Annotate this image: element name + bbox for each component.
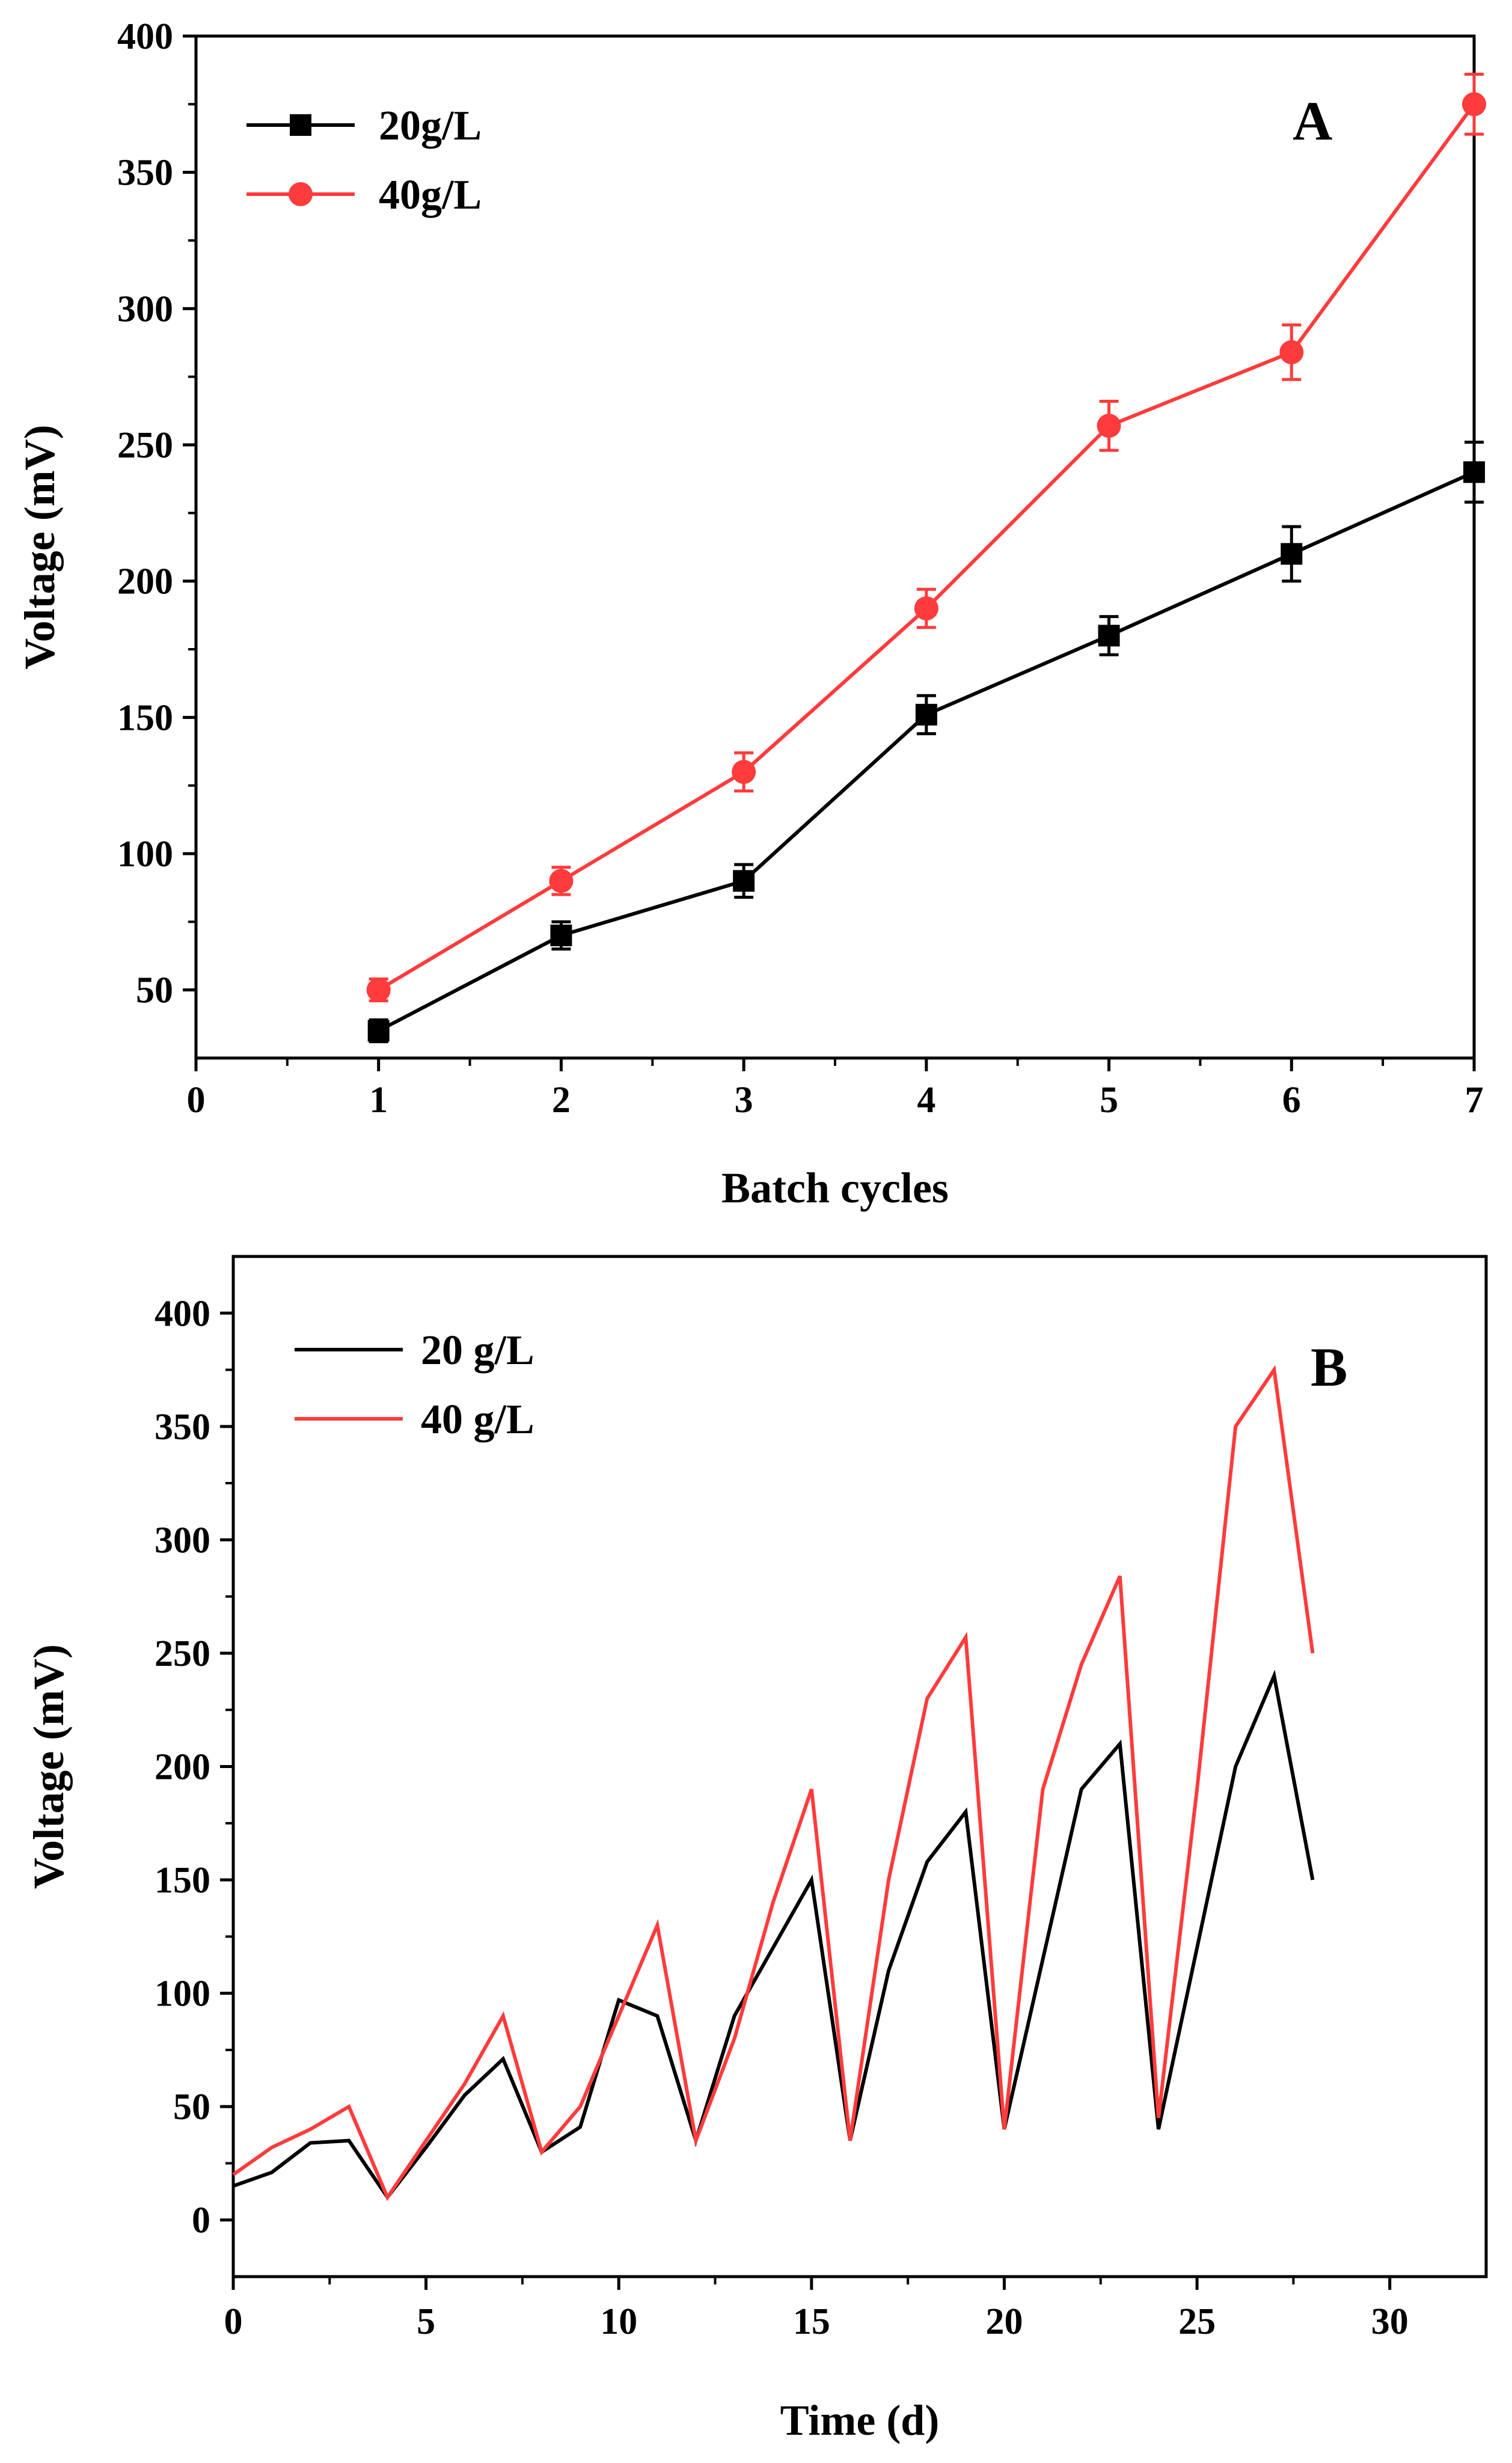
series-line-0 [233,1669,1315,2201]
y-tick-label: 50 [173,2087,210,2128]
panel-label: A [1293,90,1332,151]
x-tick-label: 0 [224,2301,243,2342]
x-axis-title: Time (d) [780,2396,940,2444]
x-tick-label: 15 [793,2301,830,2342]
x-tick-label: 5 [1100,1080,1118,1121]
y-tick-label: 350 [155,1407,210,1448]
panel-b: 0 5 10 15 20 25 30050100150200250300350400Time… [25,1255,1488,2444]
x-tick-label: 5 [417,2301,435,2342]
panel-a: 0 1 2 3 4 5 6 7 50 100 150 200 250 300 350 400 Batch cyc… [16,16,1486,1212]
x-tick-label: 2 [552,1080,571,1121]
y-tick-label: 100 [155,1974,210,2015]
x-tick-label: 1 [369,1080,388,1121]
x-tick-label: 6 [1282,1080,1301,1121]
x-tick-label: 0 [187,1080,206,1121]
data-point [366,978,391,1002]
y-tick-label: 200 [155,1747,210,1788]
x-tick-label: 10 [600,2301,637,2342]
data-point [1279,340,1304,364]
y-tick-label: 250 [155,1633,210,1674]
legend-label: 20g/L [379,103,482,149]
data-point [550,925,572,946]
data-point [914,596,938,620]
x-tick-label: 30 [1371,2301,1409,2342]
y-axis-title: Voltage (mV) [25,1644,73,1889]
data-point [915,703,937,726]
panel-label: B [1311,1336,1347,1398]
y-tick-label: 100 [117,834,173,875]
x-tick-label: 20 [985,2301,1023,2342]
data-point [549,869,574,893]
y-tick-label: 200 [117,561,173,602]
y-tick-label: 400 [155,1293,210,1334]
series-line-1 [232,1365,1315,2201]
y-tick-label: 250 [117,425,173,466]
data-point [1097,414,1121,438]
legend-marker [290,114,311,136]
y-axis-title: Voltage (mV) [16,424,64,669]
legend-label: 40g/L [379,172,482,218]
x-axis-title: Batch cycles [721,1164,949,1212]
x-tick-label: 25 [1178,2301,1216,2342]
y-tick-label: 300 [155,1520,210,1561]
x-tick-label: 4 [917,1080,935,1121]
y-tick-label: 0 [192,2200,210,2241]
data-point [367,1020,390,1042]
legend-label: 40 g/L [421,1397,534,1443]
data-point [1463,461,1485,483]
x-tick-label: 7 [1465,1080,1484,1121]
y-tick-label: 350 [117,153,173,194]
x-tick-label: 3 [735,1080,753,1121]
data-point [732,760,756,784]
data-point [1462,92,1486,117]
series-line-0 [378,470,1475,1033]
data-point [1098,625,1120,647]
y-tick-label: 50 [136,970,173,1011]
data-point [1281,543,1303,565]
y-tick-label: 150 [117,697,173,738]
legend-marker [289,182,313,206]
y-tick-label: 300 [117,289,173,329]
y-tick-label: 150 [155,1860,210,1901]
data-point [733,870,755,892]
y-tick-label: 400 [117,16,173,57]
legend-label: 20 g/L [421,1327,534,1374]
